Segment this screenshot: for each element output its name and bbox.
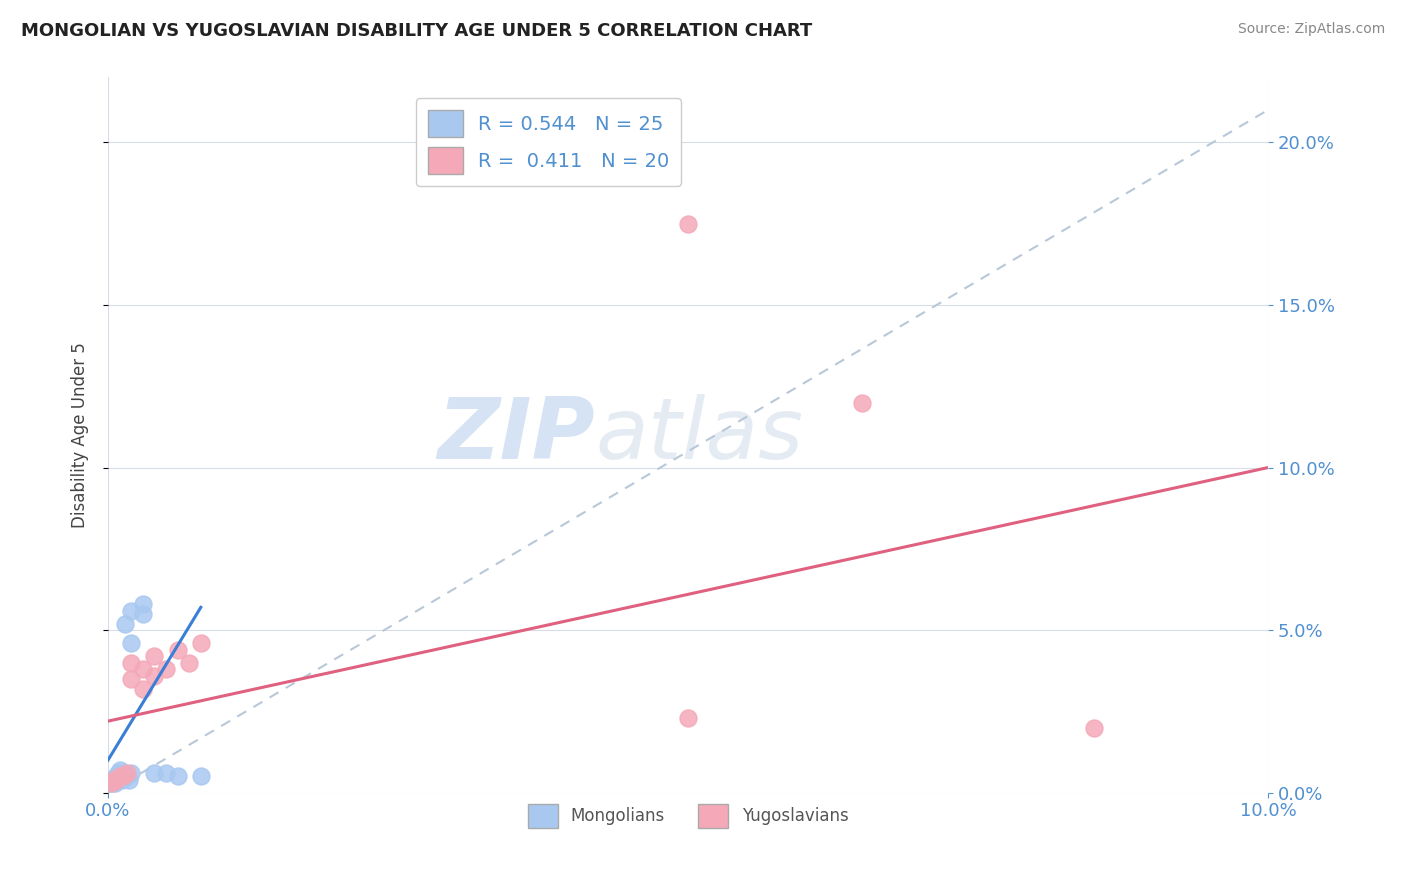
Point [190,769,212,783]
Point [107,766,129,780]
Point [101,776,124,790]
Point [132,607,155,621]
Point [132,681,155,696]
Point [108,769,131,783]
Point [118,772,141,787]
Text: MONGOLIAN VS YUGOSLAVIAN DISABILITY AGE UNDER 5 CORRELATION CHART: MONGOLIAN VS YUGOSLAVIAN DISABILITY AGE … [21,22,813,40]
Point [103,772,125,787]
Point [120,636,142,650]
Point [120,766,142,780]
Point [155,662,177,676]
Text: Source: ZipAtlas.com: Source: ZipAtlas.com [1237,22,1385,37]
Point [179,656,201,670]
Y-axis label: Disability Age Under 5: Disability Age Under 5 [72,343,89,528]
Point [115,769,138,783]
Legend: Mongolians, Yugoslavians: Mongolians, Yugoslavians [520,797,855,834]
Point [120,656,142,670]
Point [108,763,131,777]
Text: ZIP: ZIP [437,393,595,476]
Point [120,672,142,686]
Point [105,769,128,783]
Point [112,769,135,783]
Point [1083,721,1105,735]
Point [132,662,155,676]
Point [103,772,125,787]
Point [104,776,127,790]
Point [112,769,135,783]
Point [166,642,188,657]
Point [100,776,122,790]
Point [166,769,188,783]
Point [143,766,166,780]
Point [143,649,166,664]
Point [120,604,142,618]
Point [676,217,699,231]
Point [115,766,138,780]
Point [190,636,212,650]
Point [108,769,131,783]
Point [112,766,135,780]
Point [143,668,166,682]
Point [105,772,128,787]
Point [111,772,134,787]
Point [155,766,177,780]
Point [851,395,873,409]
Point [100,772,122,787]
Point [676,711,699,725]
Point [105,772,128,787]
Point [98,776,121,790]
Point [132,597,155,611]
Text: atlas: atlas [595,393,803,476]
Point [114,616,136,631]
